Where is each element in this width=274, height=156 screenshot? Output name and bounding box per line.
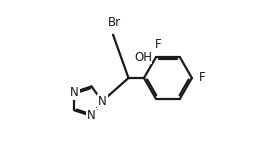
Text: Br: Br [108,16,121,29]
Text: F: F [199,71,206,85]
Text: N: N [98,95,107,108]
Text: F: F [155,38,161,51]
Text: N: N [87,109,96,122]
Text: N: N [70,86,79,99]
Text: OH: OH [134,51,152,64]
